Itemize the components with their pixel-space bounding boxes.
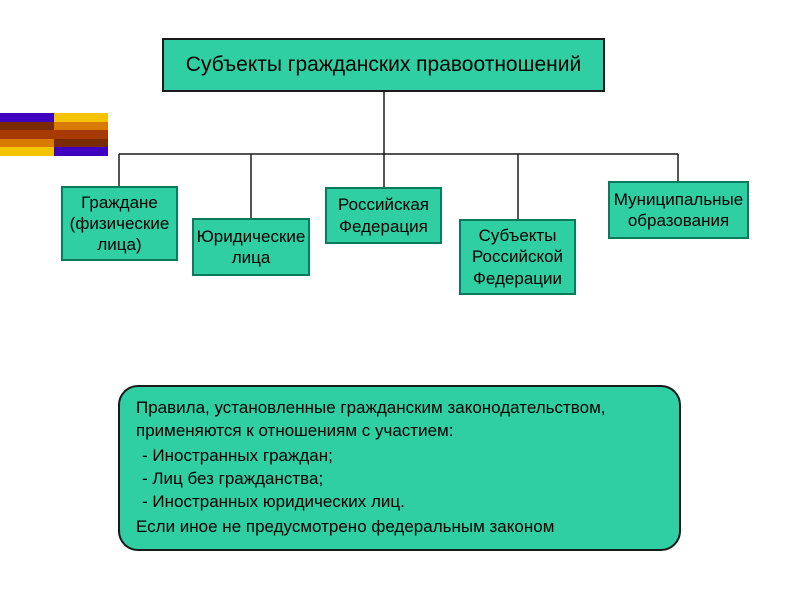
child-node-legal-entities: Юридические лица xyxy=(192,218,310,276)
child-node-municipal: Муниципальные образования xyxy=(608,181,749,239)
note-box: Правила, установленные гражданским закон… xyxy=(118,385,681,551)
note-intro: Правила, установленные гражданским закон… xyxy=(136,397,663,443)
child-node-label: Субъекты Российской Федерации xyxy=(465,225,570,289)
title-text: Субъекты гражданских правоотношений xyxy=(186,52,581,78)
child-node-label: Российская Федерация xyxy=(331,194,436,237)
child-node-subjects-rf: Субъекты Российской Федерации xyxy=(459,219,576,295)
child-node-citizens: Граждане (физические лица) xyxy=(61,186,178,261)
child-node-label: Муниципальные образования xyxy=(614,189,743,232)
title-node: Субъекты гражданских правоотношений xyxy=(162,38,605,92)
decorative-stripes xyxy=(54,113,108,156)
note-bullet: Иностранных граждан; xyxy=(136,445,663,468)
note-bullet: Иностранных юридических лиц. xyxy=(136,491,663,514)
note-bullet: Лиц без гражданства; xyxy=(136,468,663,491)
note-outro: Если иное не предусмотрено федеральным з… xyxy=(136,516,663,539)
child-node-label: Юридические лица xyxy=(197,226,306,269)
child-node-label: Граждане (физические лица) xyxy=(67,192,172,256)
note-bullets: Иностранных граждан;Лиц без гражданства;… xyxy=(136,445,663,514)
decorative-stripes xyxy=(0,113,54,156)
child-node-rf: Российская Федерация xyxy=(325,187,442,244)
